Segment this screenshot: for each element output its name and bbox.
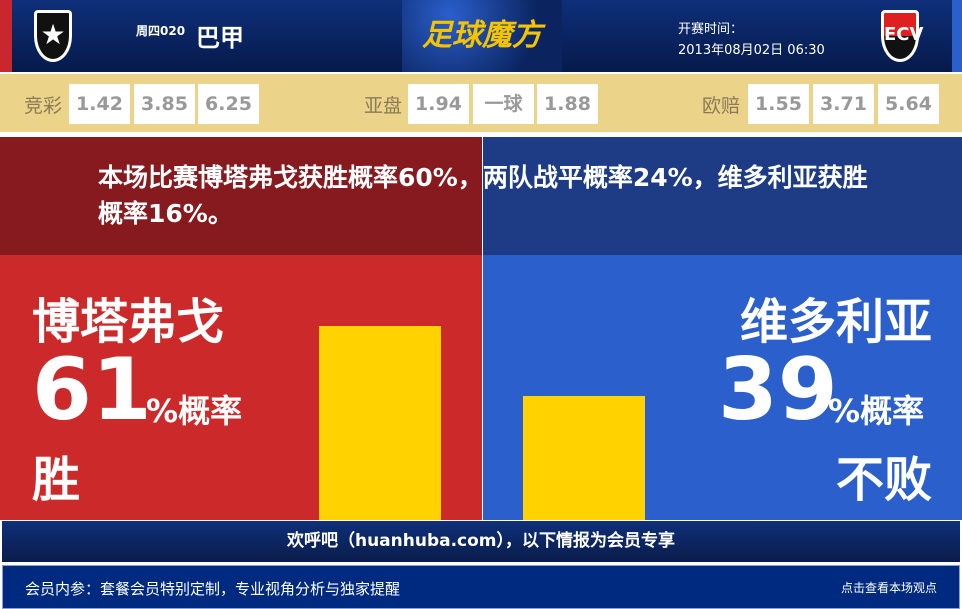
home-probability: 61 [32,340,152,440]
oupei-odd: 1.55 [748,84,809,124]
jingcai-odd: 6.25 [198,84,259,124]
home-team-name: 博塔弗戈 [32,294,225,350]
league-name: 巴甲 [196,24,244,52]
odds-bar: 竞彩 1.42 3.85 6.25 亚盘 1.94 一球 1.88 欧赔 1.5… [0,72,962,132]
yapan-odd: 1.94 [408,84,469,124]
home-color-strip [0,0,12,72]
jingcai-label: 竞彩 [24,95,63,117]
away-summary-panel [483,137,962,255]
home-probability-label: %概率 [146,392,243,430]
home-team-crest-icon: ★ [34,10,72,62]
member-intel-text: 会员内参：套餐会员特别定制，专业视角分析与独家提醒 [25,580,401,598]
away-team-crest-icon: ECV [881,10,923,62]
oupei-odd: 3.71 [813,84,874,124]
away-probability-bar [523,395,645,520]
away-probability-label: %概率 [828,392,925,430]
home-probability-bar [319,326,441,520]
oupei-label: 欧赔 [702,95,741,117]
member-banner: 欢呼吧（huanhuba.com），以下情报为会员专享 [2,521,960,562]
prediction-summary: 本场比赛博塔弗戈获胜概率60%，两队战平概率24%，维多利亚获胜概率16%。 [98,163,868,228]
oupei-odd: 5.64 [878,84,939,124]
yapan-label: 亚盘 [364,95,403,117]
away-team-name: 维多利亚 [739,294,932,350]
match-number: 周四020 [136,24,186,38]
yapan-odd: 1.88 [537,84,598,124]
away-result: 不败 [835,452,932,508]
site-logo: 足球魔方 [402,0,562,72]
member-footer: 会员内参：套餐会员特别定制，专业视角分析与独家提醒 点击查看本场观点 [2,565,960,609]
jingcai-odd: 3.85 [134,84,195,124]
yapan-handicap: 一球 [473,84,534,124]
view-opinion-link[interactable]: 点击查看本场观点 [840,581,937,595]
away-color-strip [952,0,962,72]
kickoff-label: 开赛时间： [678,22,744,37]
kickoff-time: 2013年08月02日 06:30 [678,43,825,58]
jingcai-odd: 1.42 [69,84,130,124]
away-probability: 39 [718,340,838,440]
home-summary-panel [0,137,482,255]
home-result: 胜 [32,452,81,508]
